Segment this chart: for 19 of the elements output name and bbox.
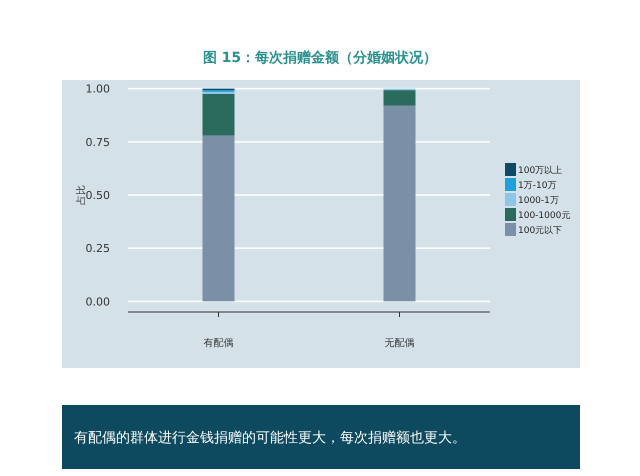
legend-label: 1万-10万 xyxy=(518,181,556,191)
bar xyxy=(202,135,234,302)
x-tick-label: 有配偶 xyxy=(204,337,234,349)
y-tick-label: 0.25 xyxy=(86,242,110,256)
y-tick-label: 1.00 xyxy=(86,82,110,96)
x-tick-label: 无配偶 xyxy=(384,338,414,349)
chart-title: 图 15：每次捐赠金额（分婚姻状况） xyxy=(202,49,438,66)
legend-label: 100-1000元 xyxy=(518,210,570,221)
y-tick-label: 0.00 xyxy=(86,295,110,308)
legend-label: 100元以下 xyxy=(518,225,562,236)
bar xyxy=(384,90,416,106)
legend-label: 100万以上 xyxy=(518,165,562,176)
text: 有配偶的群体进行金钱捐赠的可能性更大，每次捐赠额也更大。 xyxy=(74,430,466,446)
legend-label: 1000-1万 xyxy=(518,196,559,206)
bar xyxy=(202,94,234,136)
bar xyxy=(384,106,416,302)
y-tick-label: 0.75 xyxy=(86,136,110,149)
y-tick-label: 0.50 xyxy=(86,189,110,202)
y-axis-title: 占比 xyxy=(75,185,87,205)
